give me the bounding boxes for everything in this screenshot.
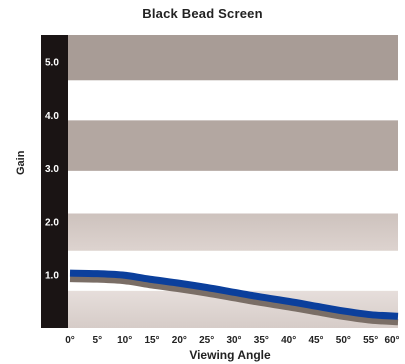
y-tick-label: 4.0 xyxy=(45,111,59,122)
background-band xyxy=(68,250,398,291)
x-axis-title: Viewing Angle xyxy=(189,348,271,362)
x-tick-label: 60° xyxy=(384,335,399,346)
y-axis-bar xyxy=(41,35,68,328)
x-tick-label: 40° xyxy=(281,335,296,346)
background-band xyxy=(68,120,398,171)
x-tick-label: 25° xyxy=(199,335,214,346)
background-band xyxy=(68,80,398,121)
series-line-shadow xyxy=(69,276,399,326)
x-tick-label: 20° xyxy=(172,335,187,346)
background-band xyxy=(68,170,398,214)
background-band xyxy=(68,35,398,81)
y-tick-label: 3.0 xyxy=(45,164,59,175)
chart-title: Black Bead Screen xyxy=(142,6,263,21)
x-tick-label: 5° xyxy=(93,335,103,346)
x-tick-label: 10° xyxy=(117,335,132,346)
x-tick-label: 35° xyxy=(254,335,269,346)
x-tick-label: 55° xyxy=(363,335,378,346)
x-tick-label: 45° xyxy=(308,335,323,346)
x-tick-label: 0° xyxy=(65,335,75,346)
background-band xyxy=(68,213,398,251)
x-tick-label: 15° xyxy=(144,335,159,346)
y-tick-label: 2.0 xyxy=(45,217,59,228)
y-tick-label: 1.0 xyxy=(45,271,59,282)
y-tick-label: 5.0 xyxy=(45,58,59,69)
x-tick-label: 30° xyxy=(226,335,241,346)
x-tick-label: 50° xyxy=(336,335,351,346)
